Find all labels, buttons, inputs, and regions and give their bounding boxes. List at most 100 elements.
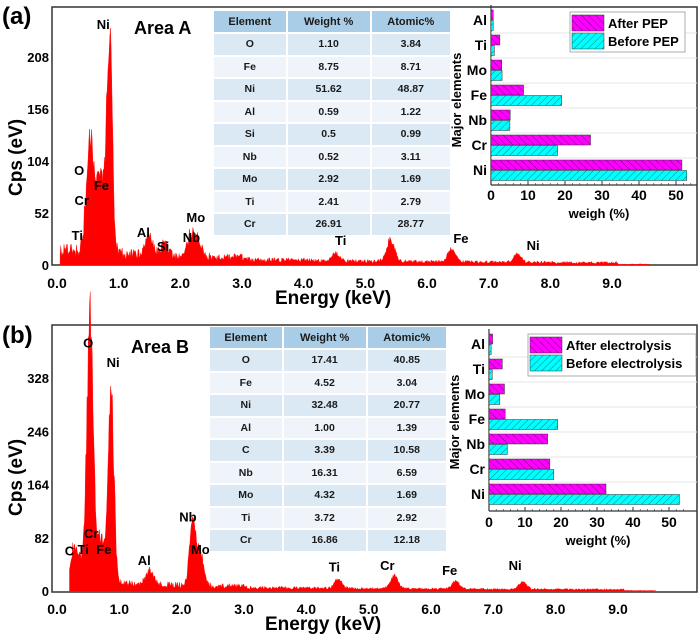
cell-weight: 4.32 xyxy=(283,485,366,506)
peak-label: Ti xyxy=(72,228,83,243)
inset-y-label: Major elements xyxy=(449,53,464,148)
panel-a-xlabel: Energy (keV) xyxy=(275,288,391,309)
cell-weight: 51.62 xyxy=(287,79,370,100)
legend-swatch-after xyxy=(529,336,563,354)
cell-element: Nb xyxy=(214,146,286,167)
peak-label: Ti xyxy=(329,560,340,575)
table-row: Al 1.00 1.39 xyxy=(210,417,446,438)
cell-atomic: 48.87 xyxy=(371,79,450,100)
table-row: Cr 16.86 12.18 xyxy=(210,530,446,551)
peak-label: Mo xyxy=(191,542,210,557)
y-tick-label: 52 xyxy=(35,206,49,221)
x-tick-label: 9.0 xyxy=(602,275,622,291)
cell-atomic: 0.99 xyxy=(371,124,450,145)
peak-label: Mo xyxy=(186,210,205,225)
legend-label: After PEP xyxy=(608,16,668,31)
cell-element: C xyxy=(210,440,282,461)
table-row: Mo 4.32 1.69 xyxy=(210,485,446,506)
table-header-atomic: Atomic% xyxy=(367,327,446,348)
peak-label: C xyxy=(65,543,75,558)
bar-after xyxy=(490,34,501,46)
table-row: Fe 8.75 8.71 xyxy=(214,56,450,77)
inset-category-label: Nb xyxy=(468,112,487,128)
bar-after xyxy=(488,458,551,470)
peak-label: Cr xyxy=(84,526,98,541)
x-tick-label: 0.0 xyxy=(47,275,67,291)
inset-x-tick-label: 20 xyxy=(557,187,573,203)
panel-a-composition-table: Element Weight % Atomic% O 1.10 3.84 Fe 8.75… xyxy=(212,9,452,237)
legend-swatch-before xyxy=(571,32,605,50)
peak-label: O xyxy=(74,163,84,178)
legend-label: Before electrolysis xyxy=(566,356,682,371)
cell-element: O xyxy=(210,350,282,371)
peak-label: Al xyxy=(137,225,150,240)
x-tick-label: 3.0 xyxy=(232,275,252,291)
legend-swatch-after xyxy=(571,14,605,32)
inset-category-label: Ni xyxy=(473,162,487,178)
cell-weight: 0.5 xyxy=(287,124,370,145)
peak-label: Ni xyxy=(527,238,540,253)
panel-a-peak-labels: NiOFeCrTiAlSiMoNbTiCrFeNi xyxy=(72,17,540,254)
table-row: Cr 26.91 28.77 xyxy=(214,214,450,235)
inset-x-tick-label: 0 xyxy=(487,187,495,203)
cell-atomic: 1.69 xyxy=(371,169,450,190)
inset-category-label: Al xyxy=(471,336,485,352)
peak-label: Al xyxy=(138,553,151,568)
bar-after xyxy=(490,159,683,171)
cell-atomic: 20.77 xyxy=(367,395,446,416)
table-row: Nb 0.52 3.11 xyxy=(214,146,450,167)
table-row: O 1.10 3.84 xyxy=(214,34,450,55)
inset-x-label: weight (%) xyxy=(565,533,631,548)
peak-label: O xyxy=(83,335,93,350)
y-tick-label: 328 xyxy=(27,371,49,386)
bar-before xyxy=(488,369,493,380)
panel-a-title: Area A xyxy=(134,18,191,38)
cell-element: O xyxy=(214,34,286,55)
x-tick-label: 1.0 xyxy=(109,275,129,291)
inset-y-label: Major elements xyxy=(447,375,462,470)
panel-a-y-ticks: 0 52 104 156 208 xyxy=(27,50,49,273)
peak-label: Ni xyxy=(97,17,110,32)
bar-before xyxy=(488,494,680,505)
cell-weight: 26.91 xyxy=(287,214,370,235)
cell-element: Ti xyxy=(214,191,286,212)
x-tick-label: 5.0 xyxy=(356,275,376,291)
inset-x-tick-label: 10 xyxy=(517,514,533,530)
cell-atomic: 1.69 xyxy=(367,485,446,506)
table-header-element: Element xyxy=(210,327,282,348)
cell-weight: 32.48 xyxy=(283,395,366,416)
inset-category-label: Fe xyxy=(469,411,486,427)
x-tick-label: 7.0 xyxy=(484,601,504,617)
peak-label: Ni xyxy=(107,355,120,370)
cell-atomic: 3.84 xyxy=(371,34,450,55)
cell-element: Ti xyxy=(210,507,282,528)
x-tick-label: 3.0 xyxy=(234,601,254,617)
table-row: C 3.39 10.58 xyxy=(210,440,446,461)
table-row: Ti 2.41 2.79 xyxy=(214,191,450,212)
peak-label: Ni xyxy=(509,558,522,573)
cell-element: Mo xyxy=(214,169,286,190)
inset-category-label: Mo xyxy=(465,386,485,402)
inset-category-label: Nb xyxy=(466,436,485,452)
cell-element: Fe xyxy=(214,56,286,77)
y-tick-label: 104 xyxy=(27,154,49,169)
cell-weight: 1.10 xyxy=(287,34,370,55)
inset-category-label: Cr xyxy=(471,137,487,153)
inset-legend: After electrolysis Before electrolysis xyxy=(527,333,697,377)
panel-a: (a) 0 52 104 156 208 0.0 1.0 2.0 3.0 4.0 5.0 6.0 7.… xyxy=(2,3,698,309)
inset-x-tick-label: 20 xyxy=(553,514,569,530)
table-row: Si 0.5 0.99 xyxy=(214,124,450,145)
peak-label: Fe xyxy=(96,542,111,557)
table-row: Al 0.59 1.22 xyxy=(214,101,450,122)
inset-category-label: Fe xyxy=(471,87,488,103)
bar-before xyxy=(488,344,492,355)
table-header-element: Element xyxy=(214,11,286,32)
panel-b-frame xyxy=(51,324,698,593)
bar-before xyxy=(488,444,508,455)
cell-weight: 0.52 xyxy=(287,146,370,167)
bar-after xyxy=(488,358,503,370)
panel-b-x-ticks: 0.0 1.0 2.0 3.0 4.0 5.0 6.0 7.0 8.0 9.0 xyxy=(47,601,628,617)
bar-after xyxy=(488,383,505,395)
panel-b-inset-bar-chart: Al Ti Mo Fe Nb Cr Ni0 10 20 30 40 50 weight (%) Major… xyxy=(447,329,697,548)
panel-b-spectrum xyxy=(69,291,656,592)
